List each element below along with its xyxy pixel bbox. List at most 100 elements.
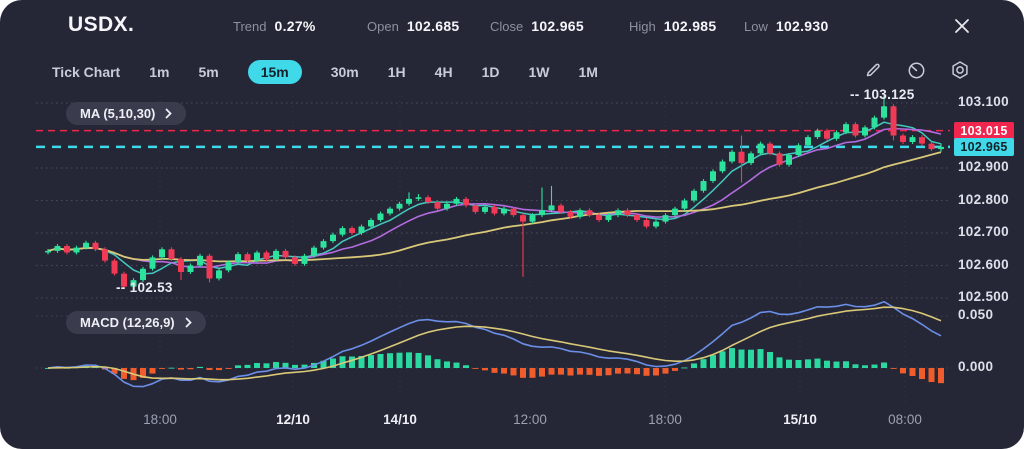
price-axis-label: 102.600 <box>958 256 1009 272</box>
macd-histogram-bar <box>121 368 127 379</box>
macd-histogram-bar <box>681 367 688 369</box>
macd-histogram-bar <box>719 351 726 368</box>
symbol-title: USDX. <box>68 13 135 36</box>
date-axis-label: 12/10 <box>276 412 310 427</box>
candle-body <box>520 215 526 222</box>
candle-body <box>235 254 241 263</box>
timeframe-tab-5m[interactable]: 5m <box>198 64 219 80</box>
candle-body <box>548 205 555 211</box>
open-label: Open <box>367 19 399 34</box>
candle-body <box>558 205 564 212</box>
candle-body <box>757 143 764 154</box>
macd-histogram-bar <box>225 368 232 369</box>
macd-histogram-bar <box>273 362 279 368</box>
close-button[interactable] <box>952 16 972 36</box>
timeframe-tab-30m[interactable]: 30m <box>330 64 359 80</box>
chart-tools <box>864 60 970 80</box>
gauge-icon[interactable] <box>907 61 926 80</box>
candle-body <box>824 130 830 139</box>
macd-histogram-bar <box>140 368 146 378</box>
stat-high: High 102.985 <box>629 18 716 34</box>
draw-icon[interactable] <box>864 61 883 80</box>
timeframe-tab-4h[interactable]: 4H <box>434 64 453 80</box>
macd-histogram-bar <box>453 362 460 368</box>
candle-body <box>482 207 488 212</box>
stat-open: Open 102.685 <box>367 18 460 34</box>
price-annotation: -- 102.53 <box>116 280 173 296</box>
macd-histogram-bar <box>482 368 488 371</box>
candle-body <box>795 145 802 155</box>
candle-body <box>909 137 916 142</box>
candle-body <box>681 200 688 209</box>
candle-body <box>814 130 821 138</box>
chevron-right-icon <box>185 317 192 328</box>
candle-body <box>149 257 156 269</box>
macd-histogram-bar <box>776 357 783 368</box>
candle-body <box>425 197 431 203</box>
price-axis-label: 102.800 <box>958 191 1009 207</box>
ma-indicator-pill[interactable]: MA (5,10,30) <box>66 102 187 125</box>
macd-axis-label: 0.050 <box>958 307 994 322</box>
macd-histogram-bar <box>463 365 469 368</box>
candle-body <box>710 171 716 181</box>
macd-histogram-bar <box>396 352 403 368</box>
candle-body <box>833 132 840 139</box>
timeframe-tab-1h[interactable]: 1H <box>387 64 406 80</box>
macd-histogram-bar <box>235 365 241 368</box>
candle-body <box>881 106 887 118</box>
macd-histogram-bar <box>843 361 849 368</box>
macd-histogram-bar <box>263 363 270 368</box>
timeframe-tab-1d[interactable]: 1D <box>481 64 500 80</box>
candle-body <box>491 207 498 214</box>
macd-histogram-bar <box>510 368 517 376</box>
timeframe-tab-15m[interactable]: 15m <box>247 60 302 84</box>
macd-histogram-bar <box>786 359 792 368</box>
macd-histogram-bar <box>767 351 773 368</box>
macd-histogram-bar <box>900 368 906 374</box>
timeframe-tab-1m[interactable]: 1M <box>578 64 598 80</box>
candle-body <box>843 124 849 133</box>
macd-histogram-bar <box>501 368 507 374</box>
close-value: 102.965 <box>531 18 584 34</box>
timeframe-tab-1w[interactable]: 1W <box>528 64 550 80</box>
macd-histogram-bar <box>653 368 659 376</box>
macd-histogram-bar <box>339 356 346 368</box>
macd-histogram-bar <box>643 368 650 376</box>
macd-indicator-pill[interactable]: MACD (12,26,9) <box>66 311 206 334</box>
candle-body <box>615 210 621 216</box>
candle-body <box>662 215 669 222</box>
macd-histogram-bar <box>377 354 384 368</box>
candle-body <box>501 208 507 214</box>
timeframe-tab-1m[interactable]: 1m <box>149 64 170 80</box>
candle-body <box>406 198 412 204</box>
macd-histogram-bar <box>491 368 498 373</box>
candle-body <box>643 220 650 227</box>
candle-body <box>890 106 897 136</box>
macd-histogram-bar <box>567 368 574 376</box>
candle-body <box>415 197 422 199</box>
candle-body <box>54 246 61 251</box>
candle-body <box>900 135 906 142</box>
macd-histogram-bar <box>871 364 878 368</box>
candle-body <box>273 250 279 259</box>
timeframe-tabs: Tick Chart 1m 5m 15m 30m 1H 4H 1D 1W 1M <box>52 58 598 86</box>
candle-body <box>463 198 469 206</box>
candle-body <box>434 202 441 209</box>
candle-body <box>244 254 251 261</box>
candle-body <box>453 198 460 204</box>
candle-body <box>691 190 697 201</box>
candle-body <box>168 249 175 259</box>
candle-body <box>377 213 384 220</box>
macd-histogram-bar <box>862 365 868 368</box>
macd-histogram-bar <box>244 364 251 368</box>
stat-close: Close 102.965 <box>490 18 584 34</box>
settings-icon[interactable] <box>950 60 970 80</box>
macd-histogram-bar <box>330 358 336 368</box>
timeframe-tab-tick-chart[interactable]: Tick Chart <box>52 64 121 80</box>
open-value: 102.685 <box>406 18 460 34</box>
macd-histogram-bar <box>662 368 669 374</box>
macd-histogram-bar <box>890 368 897 369</box>
price-badge: 103.015 <box>954 121 1014 140</box>
macd-histogram-bar <box>187 368 194 370</box>
